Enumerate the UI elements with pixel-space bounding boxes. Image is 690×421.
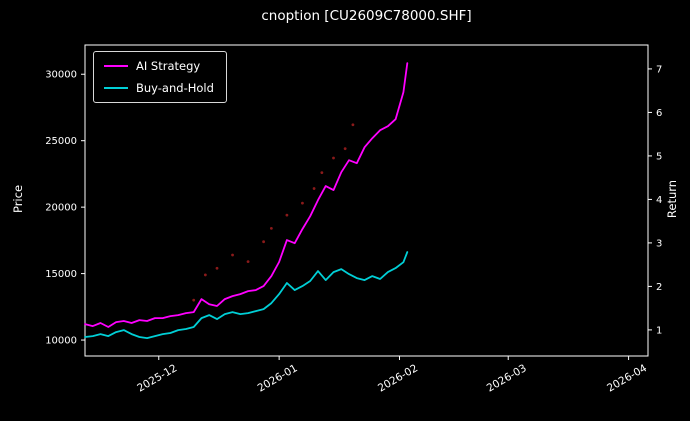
return-tick-label: 5 xyxy=(656,151,662,162)
return-tick-label: 4 xyxy=(656,195,662,206)
trade-signal-dot xyxy=(351,123,355,127)
trade-signal-dot xyxy=(269,227,273,230)
trade-signal-dot xyxy=(215,266,219,270)
legend-item-ai-strategy: AI Strategy xyxy=(104,59,214,73)
trade-signal-dot xyxy=(320,171,324,174)
legend-label-bh: Buy-and-Hold xyxy=(136,81,214,95)
legend-item-buy-and-hold: Buy-and-Hold xyxy=(104,81,214,95)
x-tick-label: 2026-01 xyxy=(256,362,300,394)
return-tick-label: 6 xyxy=(656,108,662,119)
trade-signal-dot xyxy=(343,147,347,151)
return-tick-label: 3 xyxy=(656,238,662,249)
trade-signal-dot xyxy=(203,273,207,277)
trade-signal-dot xyxy=(332,156,335,160)
y-axis-label-price: Price xyxy=(11,184,25,214)
price-tick-label: 20000 xyxy=(45,203,77,214)
return-tick-label: 7 xyxy=(656,64,662,75)
x-tick-label: 2026-03 xyxy=(485,362,529,394)
legend-line-swatch-ai xyxy=(104,65,128,67)
legend-line-swatch-bh xyxy=(104,87,128,89)
trade-signal-dot xyxy=(285,213,289,217)
trade-signal-dot xyxy=(262,240,266,244)
trade-signal-dot xyxy=(246,260,250,264)
trade-signal-dot xyxy=(192,298,196,302)
trade-signal-dot xyxy=(312,187,316,190)
price-tick-label: 25000 xyxy=(45,136,77,147)
x-tick-label: 2025-12 xyxy=(135,362,179,394)
y-axis-label-return: Return xyxy=(665,179,679,219)
series-line-buy-and-hold xyxy=(84,251,409,340)
return-tick-label: 1 xyxy=(656,325,662,336)
trade-signal-dot xyxy=(231,253,234,257)
price-tick-label: 10000 xyxy=(45,336,77,347)
series-line-ai-strategy xyxy=(84,62,409,328)
trade-signal-dot xyxy=(301,201,304,205)
price-tick-label: 15000 xyxy=(45,269,77,280)
plot-frame xyxy=(84,44,649,357)
legend: AI Strategy Buy-and-Hold xyxy=(93,51,227,103)
x-tick-label: 2026-02 xyxy=(376,362,420,394)
price-tick-label: 30000 xyxy=(45,70,77,81)
chart-title: cnoption [CU2609C78000.SHF] xyxy=(261,8,472,24)
x-tick-label: 2026-04 xyxy=(605,362,649,394)
legend-label-ai: AI Strategy xyxy=(136,59,201,73)
return-tick-label: 2 xyxy=(656,282,662,293)
